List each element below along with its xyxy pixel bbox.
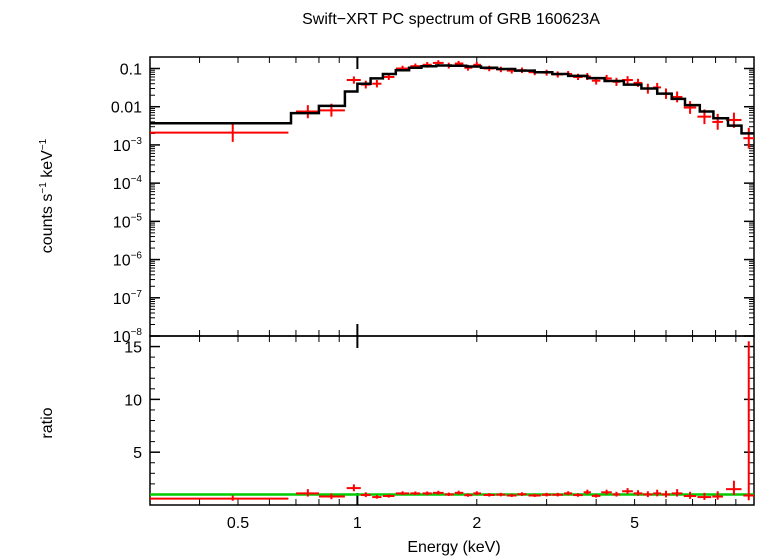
y-tick-label: 10−4: [113, 174, 143, 193]
ratio-data-point: [528, 493, 541, 497]
ratio-data-point: [410, 491, 421, 495]
spectrum-data-point: [671, 91, 683, 103]
ratio-data-point: [583, 489, 591, 495]
y-tick-base: 10: [113, 253, 131, 270]
ratio-data-point: [473, 491, 482, 496]
spectrum-data-point: [743, 127, 754, 149]
y-tick-exponent: −3: [131, 136, 143, 147]
chart-title: Swift−XRT PC spectrum of GRB 160623A: [302, 11, 600, 28]
ratio-data-point: [552, 492, 564, 497]
y-tick-exponent: −6: [131, 251, 143, 262]
y-tick-exponent: −5: [131, 212, 143, 223]
ratio-data-point: [360, 492, 371, 498]
ratio-y-tick-label: 15: [124, 340, 142, 357]
y-tick-label: 10−5: [113, 212, 143, 231]
x-tick-label: 0.5: [227, 515, 249, 532]
ratio-data-point: [743, 341, 754, 501]
y-label-unit: counts s: [39, 194, 56, 254]
y-tick-base: 10: [113, 291, 131, 308]
y-tick-base: 10: [113, 329, 131, 346]
spectrum-data-point: [712, 113, 723, 130]
y-label-unit: keV: [39, 150, 56, 182]
spectrum-data-point: [683, 101, 697, 114]
y-tick-label: 10−3: [113, 136, 143, 155]
x-axis-label: Energy (keV): [407, 539, 500, 556]
ratio-data-point: [506, 493, 517, 497]
ratio-data-point: [712, 491, 723, 500]
ratio-data-point: [395, 491, 410, 495]
ratio-data-point: [150, 495, 289, 501]
ratio-y-tick-label: 10: [124, 392, 142, 409]
y-tick-label: 10−8: [113, 327, 143, 346]
ratio-panel: 0.5 1 2 5 5 10 15: [124, 335, 755, 532]
ratio-y-axis-label: ratio: [39, 407, 56, 438]
spectrum-data-point: [372, 80, 382, 88]
x-tick-label: 1: [353, 515, 362, 532]
ratio-frame: [149, 335, 755, 506]
y-tick-exponent: −4: [131, 174, 143, 185]
ratio-data-point: [496, 492, 506, 497]
ratio-data-point: [683, 491, 697, 499]
ratio-y-tick-label: 5: [133, 445, 142, 462]
spectrum-frame: [149, 56, 755, 337]
ratio-data-point: [346, 484, 361, 492]
spectrum-data-point: [346, 76, 361, 84]
top-y-axis-label: counts s−1 keV−1: [38, 138, 56, 253]
y-tick-exponent: −7: [131, 289, 143, 300]
ratio-data-point: [564, 491, 573, 496]
ratio-data-point: [661, 490, 671, 498]
y-tick-label: 0.1: [120, 62, 142, 79]
y-tick-label: 0.01: [111, 100, 142, 117]
y-tick-base: 10: [113, 214, 131, 231]
ratio-data-point: [517, 492, 527, 496]
ratio-data-point: [541, 492, 552, 497]
spectrum-data-point: [295, 105, 319, 119]
ratio-data-point: [483, 493, 495, 497]
ratio-data-point: [464, 493, 473, 497]
ratio-data-point: [643, 491, 653, 498]
ratio-data-point: [454, 490, 464, 495]
spectrum-data-point: [150, 123, 289, 142]
ratio-data-point: [612, 491, 621, 497]
y-tick-label: 10−7: [113, 289, 143, 308]
y-tick-base: 10: [113, 176, 131, 193]
ratio-data-point: [432, 490, 444, 495]
spectrum-y-axis-label-text: counts s−1 keV−1: [38, 138, 56, 253]
y-tick-base: 0.01: [111, 100, 142, 117]
ratio-data-point: [382, 494, 395, 498]
x-tick-label: 2: [472, 515, 481, 532]
ratio-data-point: [295, 489, 319, 497]
ratio-data-point: [372, 494, 382, 499]
ratio-data-point: [591, 493, 601, 498]
ratio-data-point: [573, 493, 583, 497]
y-tick-label: 10−6: [113, 251, 143, 270]
ratio-data-point: [318, 493, 345, 500]
y-tick-exponent: −8: [131, 327, 143, 338]
ratio-data-point: [622, 488, 633, 494]
ratio-data-point: [422, 491, 432, 496]
y-tick-base: 10: [113, 138, 131, 155]
ratio-data-point: [444, 492, 454, 497]
model-step-line: [150, 64, 754, 135]
y-tick-base: 0.1: [120, 62, 142, 79]
y-label-exponent: −1: [38, 182, 49, 194]
ratio-data-point: [671, 489, 683, 497]
y-label-exponent: −1: [38, 138, 49, 150]
x-tick-label: 5: [630, 515, 639, 532]
ratio-data-point: [653, 489, 662, 497]
ratio-data-point: [633, 490, 643, 496]
ratio-data-point: [601, 489, 612, 495]
ratio-data-point: [697, 492, 712, 500]
ratio-data-point: [726, 480, 742, 495]
